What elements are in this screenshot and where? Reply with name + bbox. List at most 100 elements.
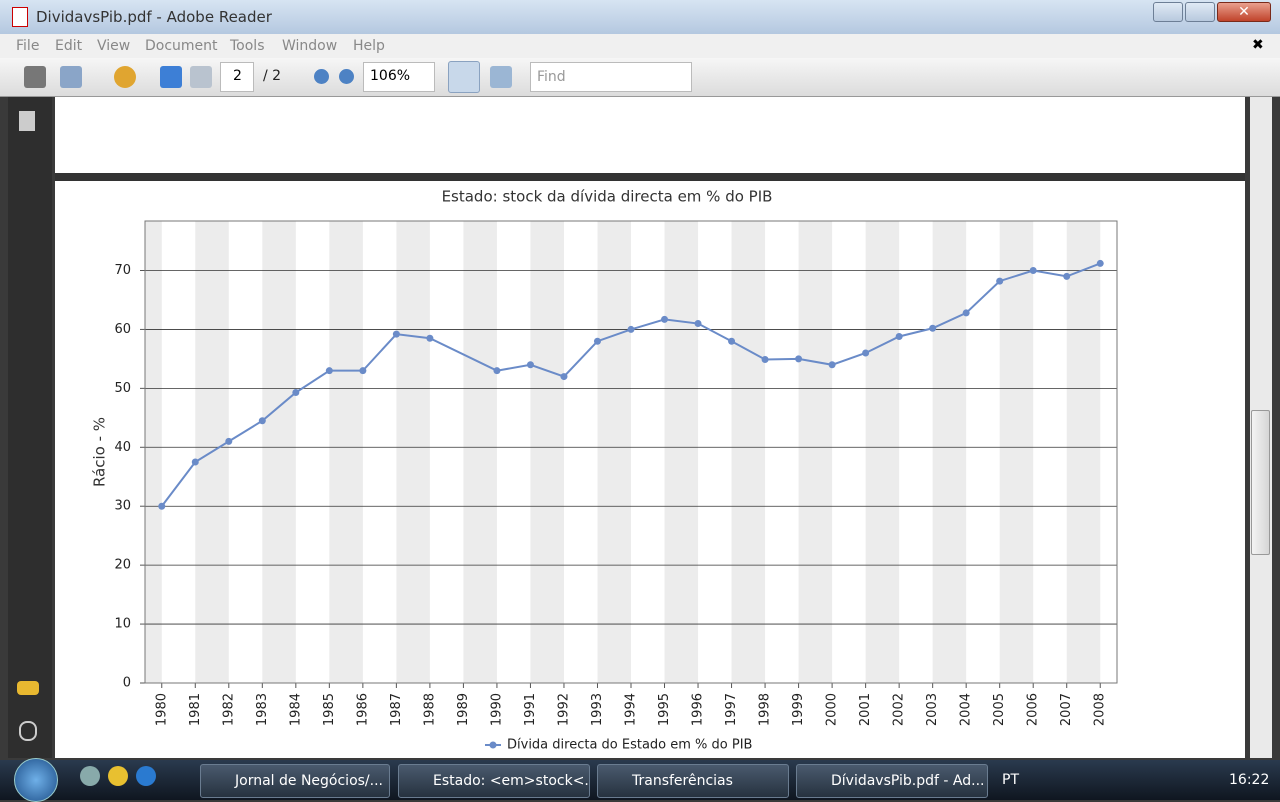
- x-tick-label: 2001: [858, 693, 873, 726]
- x-tick-label: 2008: [1093, 693, 1108, 726]
- scroll-thumb[interactable]: [1251, 410, 1270, 555]
- plot-band: [1066, 221, 1101, 683]
- data-point: [392, 330, 400, 338]
- plot-frame: [144, 220, 1118, 684]
- y-tick-label: 0: [123, 676, 131, 691]
- x-tick-label: 1995: [657, 693, 672, 726]
- data-point: [761, 355, 769, 363]
- find-field[interactable]: Find: [530, 62, 692, 92]
- data-point: [1096, 259, 1104, 267]
- x-tick-label: 1998: [758, 693, 773, 726]
- menu-item[interactable]: Tools: [230, 38, 265, 54]
- data-point: [661, 315, 669, 323]
- data-point: [1063, 272, 1071, 280]
- plot-band: [664, 221, 699, 683]
- data-point: [929, 324, 937, 332]
- plot-band: [329, 221, 363, 683]
- title-bar: DividavsPib.pdf - Adobe Reader ✕: [0, 0, 1280, 34]
- data-point: [225, 437, 233, 445]
- page-gap: [55, 173, 1245, 181]
- language-indicator[interactable]: PT: [1002, 772, 1019, 788]
- close-document[interactable]: ✖: [1252, 37, 1264, 53]
- plot-band: [145, 221, 162, 683]
- data-point: [996, 277, 1004, 285]
- plot-band: [463, 221, 497, 683]
- menu-item[interactable]: Window: [282, 38, 338, 54]
- maximize-button[interactable]: [1185, 2, 1215, 22]
- x-tick-label: 1983: [255, 693, 270, 726]
- y-tick-label: 60: [114, 322, 131, 337]
- menu-item[interactable]: Help: [353, 38, 385, 54]
- data-point: [560, 373, 568, 381]
- x-tick-label: 1991: [523, 693, 538, 726]
- x-tick-label: 2006: [1026, 693, 1041, 726]
- taskbar-item[interactable]: Estado: <em>stock<...: [398, 764, 590, 798]
- x-tick-label: 1994: [624, 693, 639, 726]
- start-button[interactable]: [14, 758, 58, 802]
- menu-item[interactable]: Edit: [55, 38, 83, 54]
- data-point: [526, 361, 534, 369]
- y-tick-label: 20: [114, 558, 131, 573]
- print-button[interactable]: [24, 66, 46, 88]
- zoom-out-button[interactable]: [314, 69, 329, 84]
- y-tick-label: 70: [114, 263, 131, 278]
- data-point: [593, 337, 601, 345]
- collaborate-button[interactable]: [114, 66, 136, 88]
- x-tick-label: 2007: [1059, 693, 1074, 726]
- find-placeholder: Find: [537, 69, 566, 85]
- zoom-value: 106%: [370, 68, 411, 84]
- data-point: [795, 355, 803, 363]
- data-point: [426, 334, 434, 342]
- y-axis-label: Rácio - %: [91, 417, 109, 487]
- fit-width-button[interactable]: [448, 61, 480, 93]
- taskbar-item[interactable]: DívidavsPib.pdf - Ad...: [796, 764, 988, 798]
- next-page-button[interactable]: [190, 66, 212, 88]
- x-tick-label: 1984: [288, 693, 303, 726]
- data-point: [258, 417, 266, 425]
- x-tick-label: 1989: [456, 693, 471, 726]
- x-tick-label: 1981: [188, 693, 203, 726]
- page-number: 2: [233, 68, 242, 84]
- x-tick-label: 1999: [791, 693, 806, 726]
- close-button[interactable]: ✕: [1217, 2, 1271, 22]
- pages-panel-button[interactable]: [19, 111, 35, 131]
- plot-band: [396, 221, 430, 683]
- previous-page-button[interactable]: [160, 66, 182, 88]
- quick-launch-icon[interactable]: [80, 766, 100, 786]
- page-number-field[interactable]: 2: [220, 62, 254, 92]
- taskbar-item[interactable]: Jornal de Negócios/...: [200, 764, 390, 798]
- zoom-in-button[interactable]: [339, 69, 354, 84]
- menu-item[interactable]: File: [16, 38, 40, 54]
- chart: Estado: stock da dívida directa em % do …: [55, 181, 1245, 758]
- zoom-field[interactable]: 106%: [363, 62, 435, 92]
- fit-page-button[interactable]: [490, 66, 512, 88]
- window-title: DividavsPib.pdf - Adobe Reader: [36, 8, 272, 26]
- menu-item[interactable]: Document: [145, 38, 218, 54]
- app-icon: [12, 7, 28, 27]
- x-tick-label: 1985: [322, 693, 337, 726]
- quick-launch-icon[interactable]: [108, 766, 128, 786]
- scrollbar[interactable]: [1250, 97, 1272, 758]
- chart-title: Estado: stock da dívida directa em % do …: [442, 188, 773, 206]
- data-point: [325, 367, 333, 375]
- x-tick-label: 1997: [724, 693, 739, 726]
- data-point: [728, 337, 736, 345]
- clock[interactable]: 16:22: [1229, 772, 1270, 788]
- previous-page: [55, 97, 1245, 173]
- quick-launch-icon[interactable]: [136, 766, 156, 786]
- data-point: [895, 333, 903, 340]
- y-tick-label: 50: [114, 381, 131, 396]
- attachments-button[interactable]: [19, 721, 37, 741]
- x-tick-label: 1992: [556, 693, 571, 726]
- y-tick-label: 40: [114, 440, 131, 455]
- plot-band: [865, 221, 900, 683]
- menu-item[interactable]: View: [97, 38, 131, 54]
- legend-label: Dívida directa do Estado em % do PIB: [507, 738, 752, 753]
- y-tick-label: 30: [114, 499, 131, 514]
- taskbar-item[interactable]: Transferências: [597, 764, 789, 798]
- pages-button[interactable]: [60, 66, 82, 88]
- minimize-button[interactable]: [1153, 2, 1183, 22]
- comments-button[interactable]: [17, 681, 39, 695]
- x-tick-label: 1996: [691, 693, 706, 726]
- x-tick-label: 2005: [992, 693, 1007, 726]
